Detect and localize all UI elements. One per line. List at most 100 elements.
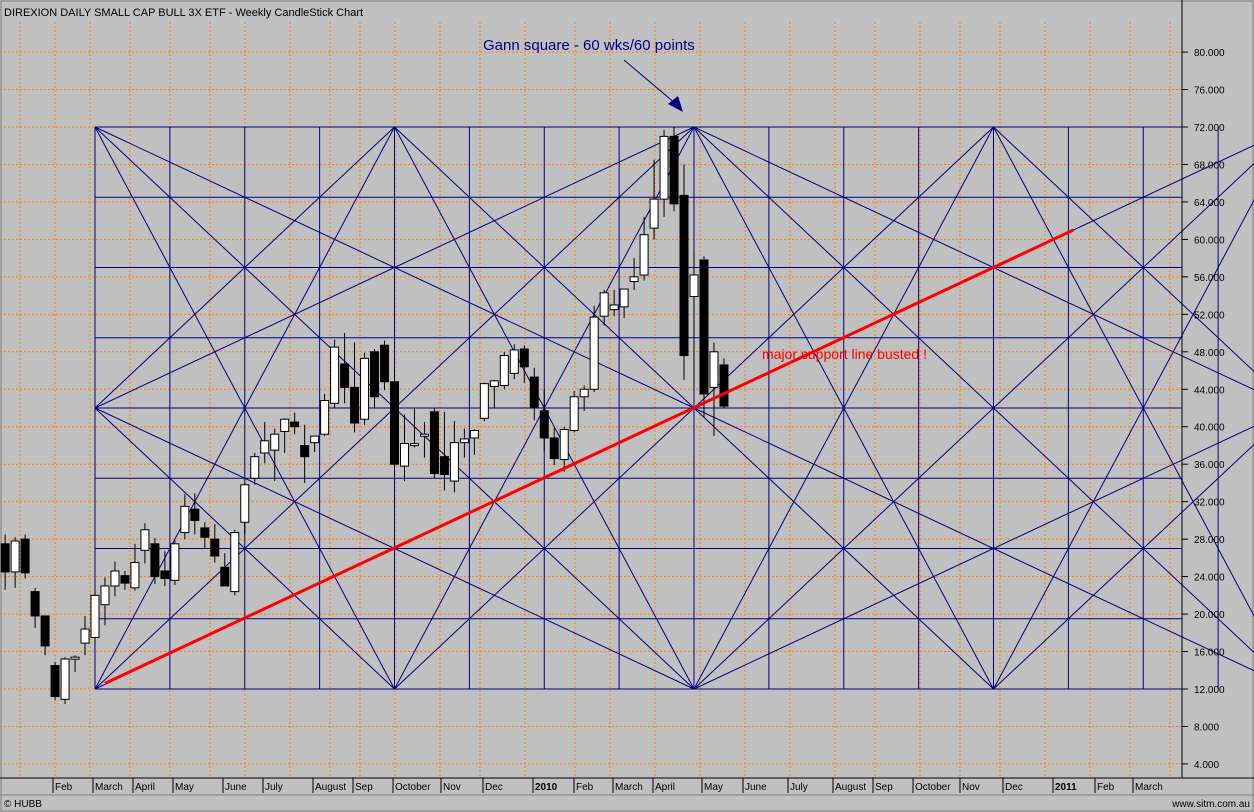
time-tick-label: October [395, 782, 431, 793]
candle-down [40, 615, 50, 647]
price-tick-label: 4.000 [1194, 760, 1219, 771]
candle-up [419, 433, 429, 437]
candle-down [669, 135, 679, 205]
gann-diagonal [394, 126, 695, 409]
candle-down [439, 456, 449, 476]
candle-down [389, 381, 399, 465]
candle-down [340, 363, 350, 388]
time-tick-label: Sep [355, 782, 373, 793]
time-tick-label: Dec [485, 782, 503, 793]
time-tick-label: October [915, 782, 951, 793]
gann-diagonal [94, 126, 395, 409]
time-tick-label: August [835, 782, 866, 793]
support-line [104, 228, 1074, 685]
candle-down [370, 351, 380, 398]
candle-up [689, 274, 699, 298]
grid-lines [0, 22, 1182, 778]
gann-annotation: Gann square - 60 wks/60 points [483, 37, 695, 112]
time-tick-label: August [315, 782, 346, 793]
time-tick-label: Dec [1005, 782, 1023, 793]
time-tick-label: March [95, 782, 123, 793]
candle-down [120, 575, 130, 584]
candle-up [639, 234, 649, 276]
candle-up [360, 357, 370, 420]
candle-up [70, 656, 80, 660]
price-tick-label: 72.000 [1194, 123, 1225, 134]
candle-down [429, 411, 439, 475]
annotation-arrow-line [623, 59, 677, 105]
candle-down [30, 591, 40, 617]
candle-up [230, 532, 240, 593]
candle-up [180, 505, 190, 534]
price-tick-label: 56.000 [1194, 273, 1225, 284]
candles [0, 126, 729, 704]
time-tick-label: Feb [1097, 782, 1115, 793]
time-tick-label: July [790, 782, 808, 793]
gann-diagonal [693, 126, 994, 409]
price-tick-label: 20.000 [1194, 610, 1225, 621]
candle-up [469, 429, 479, 439]
gann-annotation-text: Gann square - 60 wks/60 points [483, 37, 695, 54]
gann-diagonal [993, 126, 1254, 373]
gann-diagonal [993, 443, 1254, 690]
candle-up [280, 418, 290, 432]
time-tick-label: June [745, 782, 767, 793]
candle-down [20, 538, 30, 574]
candle-up [170, 543, 180, 581]
time-tick-label: June [225, 782, 247, 793]
price-tick-label: 64.000 [1194, 198, 1225, 209]
candle-up [599, 292, 609, 317]
gann-diagonal [693, 407, 994, 690]
candle-down [160, 570, 170, 579]
price-tick-label: 40.000 [1194, 423, 1225, 434]
candle-up [409, 443, 419, 447]
price-tick-label: 76.000 [1194, 86, 1225, 97]
price-tick-label: 48.000 [1194, 348, 1225, 359]
candle-down [539, 410, 549, 439]
candle-up [10, 540, 20, 573]
candle-up [140, 529, 150, 551]
time-tick-label: Feb [55, 782, 73, 793]
candle-up [489, 380, 499, 387]
candle-down [350, 386, 360, 424]
candle-down [549, 437, 559, 460]
candle-up [100, 585, 110, 606]
candle-up [90, 594, 100, 638]
candle-down [200, 527, 210, 538]
candle-up [499, 355, 509, 387]
candle-up [130, 562, 140, 589]
price-tick-label: 32.000 [1194, 498, 1225, 509]
time-tick-label: April [135, 782, 155, 793]
candle-down [679, 194, 689, 357]
gann-fan [693, 425, 1254, 690]
candle-down [150, 543, 160, 578]
candle-down [529, 376, 539, 409]
candle-up [260, 440, 270, 454]
support-annotation-text: major support line busted ! [762, 346, 927, 362]
time-tick-label: July [265, 782, 283, 793]
candle-up [310, 435, 320, 444]
price-tick-label: 16.000 [1194, 648, 1225, 659]
time-tick-label: May [704, 782, 723, 793]
time-tick-label: 2010 [535, 782, 558, 793]
candle-up [709, 351, 719, 388]
gann-diagonal [394, 407, 695, 690]
candle-up [459, 438, 469, 444]
candle-down [699, 259, 709, 395]
footer-copyright: © HUBB [4, 799, 42, 810]
time-tick-label: 2011 [1055, 782, 1077, 793]
candle-down [519, 348, 529, 368]
time-tick-label: March [615, 782, 643, 793]
candle-down [220, 566, 230, 587]
candle-up [270, 433, 280, 451]
candle-up [559, 429, 569, 461]
candle-up [579, 388, 589, 398]
candle-down [0, 543, 10, 573]
time-tick-label: May [175, 782, 194, 793]
candle-down [290, 421, 300, 428]
candle-up [609, 304, 619, 311]
candle-down [300, 444, 310, 458]
time-tick-label: Feb [576, 782, 594, 793]
